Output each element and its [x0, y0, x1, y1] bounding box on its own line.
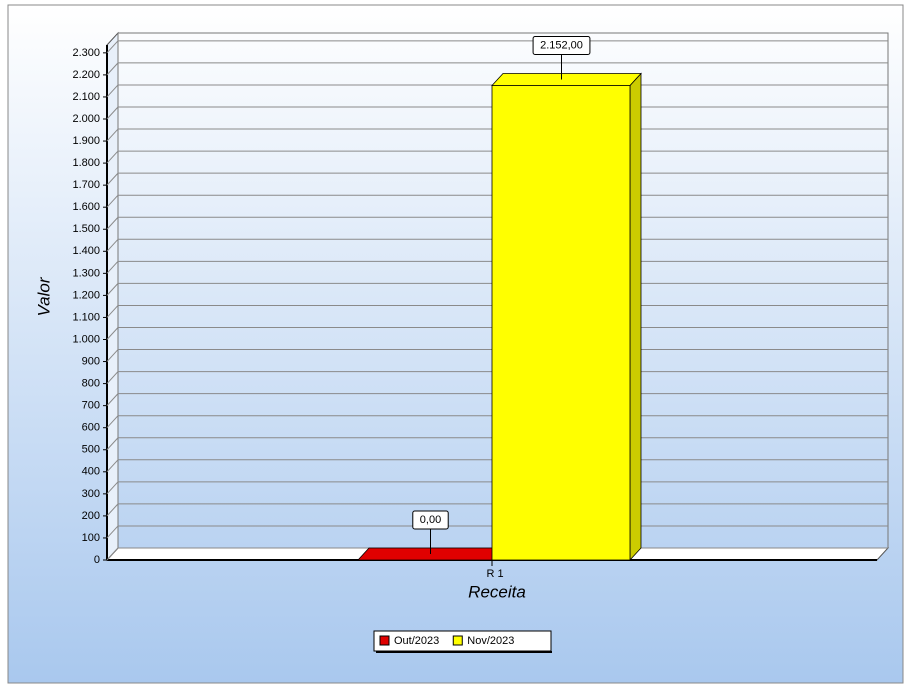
legend-label: Nov/2023	[467, 635, 514, 647]
grid-line-side	[106, 62, 119, 76]
left-wall	[106, 31, 119, 562]
y-tick-label: 2.000	[72, 113, 100, 125]
y-tick-label: 0	[94, 554, 100, 566]
grid-line-side	[106, 525, 119, 539]
y-tick-label: 1.900	[72, 135, 100, 147]
y-tick-label: 1.300	[72, 267, 100, 279]
y-tick-label: 500	[82, 444, 100, 456]
y-tick-label: 1.500	[72, 223, 100, 235]
value-label-box	[412, 510, 449, 530]
y-axis-title: Valor	[34, 276, 53, 316]
legend-swatch	[379, 635, 390, 646]
y-tick-label: 300	[82, 488, 100, 500]
grid-line-side	[106, 349, 119, 362]
y-tick-label: 1.100	[72, 311, 100, 323]
value-label: 2.152,00	[540, 39, 583, 51]
grid-line-side	[106, 393, 119, 406]
grid-line-side	[106, 437, 119, 451]
value-label-box	[532, 35, 591, 55]
y-tick-label: 1.600	[72, 201, 100, 213]
y-tick-label: 1.700	[72, 179, 100, 191]
x-axis-title: Receita	[468, 582, 526, 601]
grid-line-side	[106, 172, 119, 186]
value-label: 0,00	[420, 514, 441, 526]
bar	[491, 85, 631, 561]
grid-line-side	[106, 371, 119, 384]
y-tick-label: 1.800	[72, 157, 100, 169]
y-tick-label: 1.400	[72, 245, 100, 257]
grid-line-side	[106, 415, 119, 429]
y-tick-label: 700	[82, 400, 100, 412]
grid-line-side	[106, 261, 119, 274]
bar-side	[629, 72, 642, 562]
grid-line-side	[106, 150, 119, 164]
y-tick-label: 800	[82, 378, 100, 390]
x-tick-label: R 1	[486, 568, 503, 580]
grid-line-side	[106, 305, 119, 318]
grid-line-side	[106, 547, 119, 561]
y-tick-label: 2.300	[72, 47, 100, 59]
grid-line-side	[106, 84, 119, 98]
legend-swatch	[452, 635, 463, 646]
y-tick-label: 100	[82, 532, 100, 544]
grid-line-side	[106, 216, 119, 230]
grid-line-side	[106, 481, 119, 495]
grid-line-side	[106, 503, 119, 517]
grid-line-side	[106, 238, 119, 252]
y-tick-label: 1.000	[72, 333, 100, 345]
grid-line-side	[106, 40, 119, 54]
y-tick-label: 1.200	[72, 289, 100, 301]
y-tick-label: 900	[82, 355, 100, 367]
grid-line-side	[106, 327, 119, 340]
y-tick-label: 400	[82, 466, 100, 478]
bar-top	[491, 73, 642, 86]
y-tick-label: 2.100	[72, 91, 100, 103]
y-tick-label: 600	[82, 422, 100, 434]
panel	[7, 4, 904, 684]
grid-line-side	[106, 283, 119, 296]
grid-line-side	[106, 459, 119, 473]
legend-label: Out/2023	[394, 635, 439, 647]
grid-line-side	[106, 106, 119, 120]
y-tick-label: 2.200	[72, 69, 100, 81]
grid-line-side	[106, 128, 119, 142]
y-tick-label: 200	[82, 510, 100, 522]
grid-line-side	[106, 194, 119, 208]
